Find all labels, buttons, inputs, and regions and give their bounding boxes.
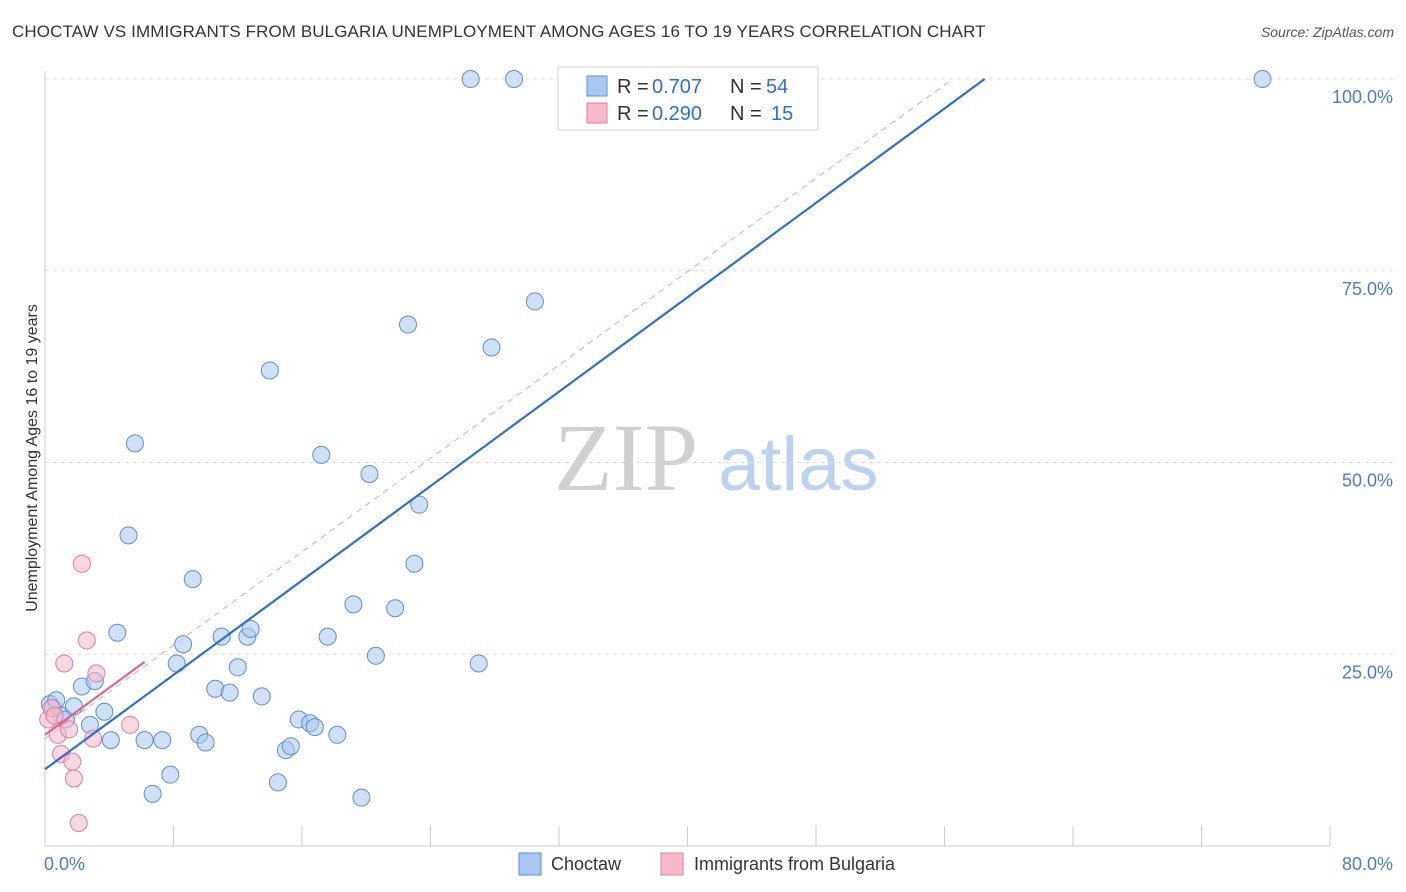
- bulgaria-point-12: [84, 729, 103, 748]
- choctaw-point-50: [482, 338, 501, 357]
- choctaw-point-12: [119, 526, 138, 545]
- choctaw-point-26: [228, 658, 247, 677]
- choctaw-point-16: [153, 731, 172, 750]
- choctaw-point-36: [305, 718, 324, 737]
- choctaw-point-53: [1253, 70, 1272, 88]
- bulgaria-point-5: [55, 654, 74, 673]
- bulgaria-point-13: [87, 664, 106, 683]
- choctaw-point-31: [268, 773, 287, 792]
- y-tick-label-50: 50.0%: [1342, 471, 1393, 491]
- watermark-zip: ZIP: [554, 404, 698, 511]
- choctaw-point-9: [95, 702, 114, 721]
- watermark-atlas: atlas: [718, 422, 879, 507]
- trend-lines: [44, 78, 986, 771]
- bulgaria-point-6: [60, 720, 79, 739]
- legend-r-label-choctaw: R =: [617, 76, 649, 98]
- choctaw-point-25: [220, 683, 239, 702]
- choctaw-point-28: [241, 619, 260, 638]
- legend-n-value-choctaw: 54: [766, 76, 788, 98]
- bulgaria-point-2: [45, 706, 64, 725]
- bottom-legend-label-bulgaria: Immigrants from Bulgaria: [694, 854, 896, 874]
- choctaw-point-43: [366, 646, 385, 665]
- choctaw-point-33: [281, 737, 300, 756]
- choctaw-point-42: [360, 465, 379, 484]
- choctaw-point-19: [174, 635, 193, 654]
- choctaw-point-39: [328, 725, 347, 744]
- y-tick-label-75: 75.0%: [1342, 279, 1393, 299]
- bottom-legend-swatch-choctaw: [518, 852, 542, 876]
- x-axis-ticks: [44, 826, 1331, 846]
- choctaw-point-46: [405, 554, 424, 573]
- bottom-legend-swatch-bulgaria: [660, 852, 684, 876]
- legend-swatch-bulgaria: [586, 102, 608, 124]
- legend-r-value-bulgaria: 0.290: [652, 103, 702, 125]
- choctaw-point-48: [461, 70, 480, 88]
- bulgaria-point-10: [72, 554, 91, 573]
- legend-n-label-choctaw: N =: [730, 76, 762, 98]
- gridlines: [45, 78, 1393, 655]
- bulgaria-point-11: [77, 631, 96, 650]
- choctaw-point-15: [143, 784, 162, 803]
- y-axis-tick-labels: 25.0% 50.0% 75.0% 100.0%: [1332, 87, 1393, 682]
- choctaw-point-13: [125, 434, 144, 453]
- choctaw-point-40: [344, 595, 363, 614]
- bottom-legend-label-choctaw: Choctaw: [551, 854, 622, 874]
- choctaw-point-47: [410, 495, 429, 514]
- legend-swatch-choctaw: [586, 75, 608, 97]
- source-label: Source: ZipAtlas.com: [1260, 24, 1394, 40]
- trend-line-choctaw: [44, 78, 986, 771]
- bulgaria-point-9: [69, 813, 88, 832]
- choctaw-point-49: [469, 654, 488, 673]
- bulgaria-point-8: [64, 769, 83, 788]
- bulgaria-point-7: [63, 752, 82, 771]
- series-choctaw: [40, 70, 1272, 807]
- choctaw-point-17: [161, 765, 180, 784]
- bulgaria-point-14: [121, 715, 140, 734]
- y-tick-label-25: 25.0%: [1342, 662, 1393, 682]
- legend-n-value-bulgaria: 15: [771, 103, 793, 125]
- correlation-legend: R = 0.707 N = 54 R = 0.290 N = 15: [557, 66, 819, 131]
- legend-r-value-choctaw: 0.707: [652, 76, 702, 98]
- choctaw-point-41: [352, 788, 371, 807]
- chart-title: CHOCTAW VS IMMIGRANTS FROM BULGARIA UNEM…: [12, 22, 986, 41]
- legend-r-label-bulgaria: R =: [617, 103, 649, 125]
- choctaw-point-22: [196, 733, 215, 752]
- choctaw-point-44: [386, 599, 405, 618]
- choctaw-point-30: [260, 361, 279, 380]
- x-tick-label-min: 0.0%: [44, 854, 85, 874]
- choctaw-point-20: [183, 570, 202, 589]
- choctaw-point-51: [505, 70, 524, 88]
- legend-n-label-bulgaria: N =: [730, 103, 762, 125]
- series-legend: Choctaw Immigrants from Bulgaria: [518, 852, 896, 876]
- choctaw-point-37: [312, 445, 331, 464]
- y-axis-title: Unemployment Among Ages 16 to 19 years: [24, 304, 41, 612]
- choctaw-point-11: [108, 623, 127, 642]
- y-tick-label-100: 100.0%: [1332, 87, 1393, 107]
- series-bulgaria: [39, 554, 140, 832]
- x-tick-label-max: 80.0%: [1342, 854, 1393, 874]
- choctaw-point-52: [525, 292, 544, 311]
- choctaw-point-14: [135, 731, 154, 750]
- choctaw-point-38: [318, 627, 337, 646]
- trend-line-bulgaria: [44, 661, 146, 736]
- choctaw-point-29: [252, 687, 271, 706]
- choctaw-point-45: [399, 315, 418, 334]
- choctaw-point-10: [101, 731, 120, 750]
- choctaw-point-24: [212, 627, 231, 646]
